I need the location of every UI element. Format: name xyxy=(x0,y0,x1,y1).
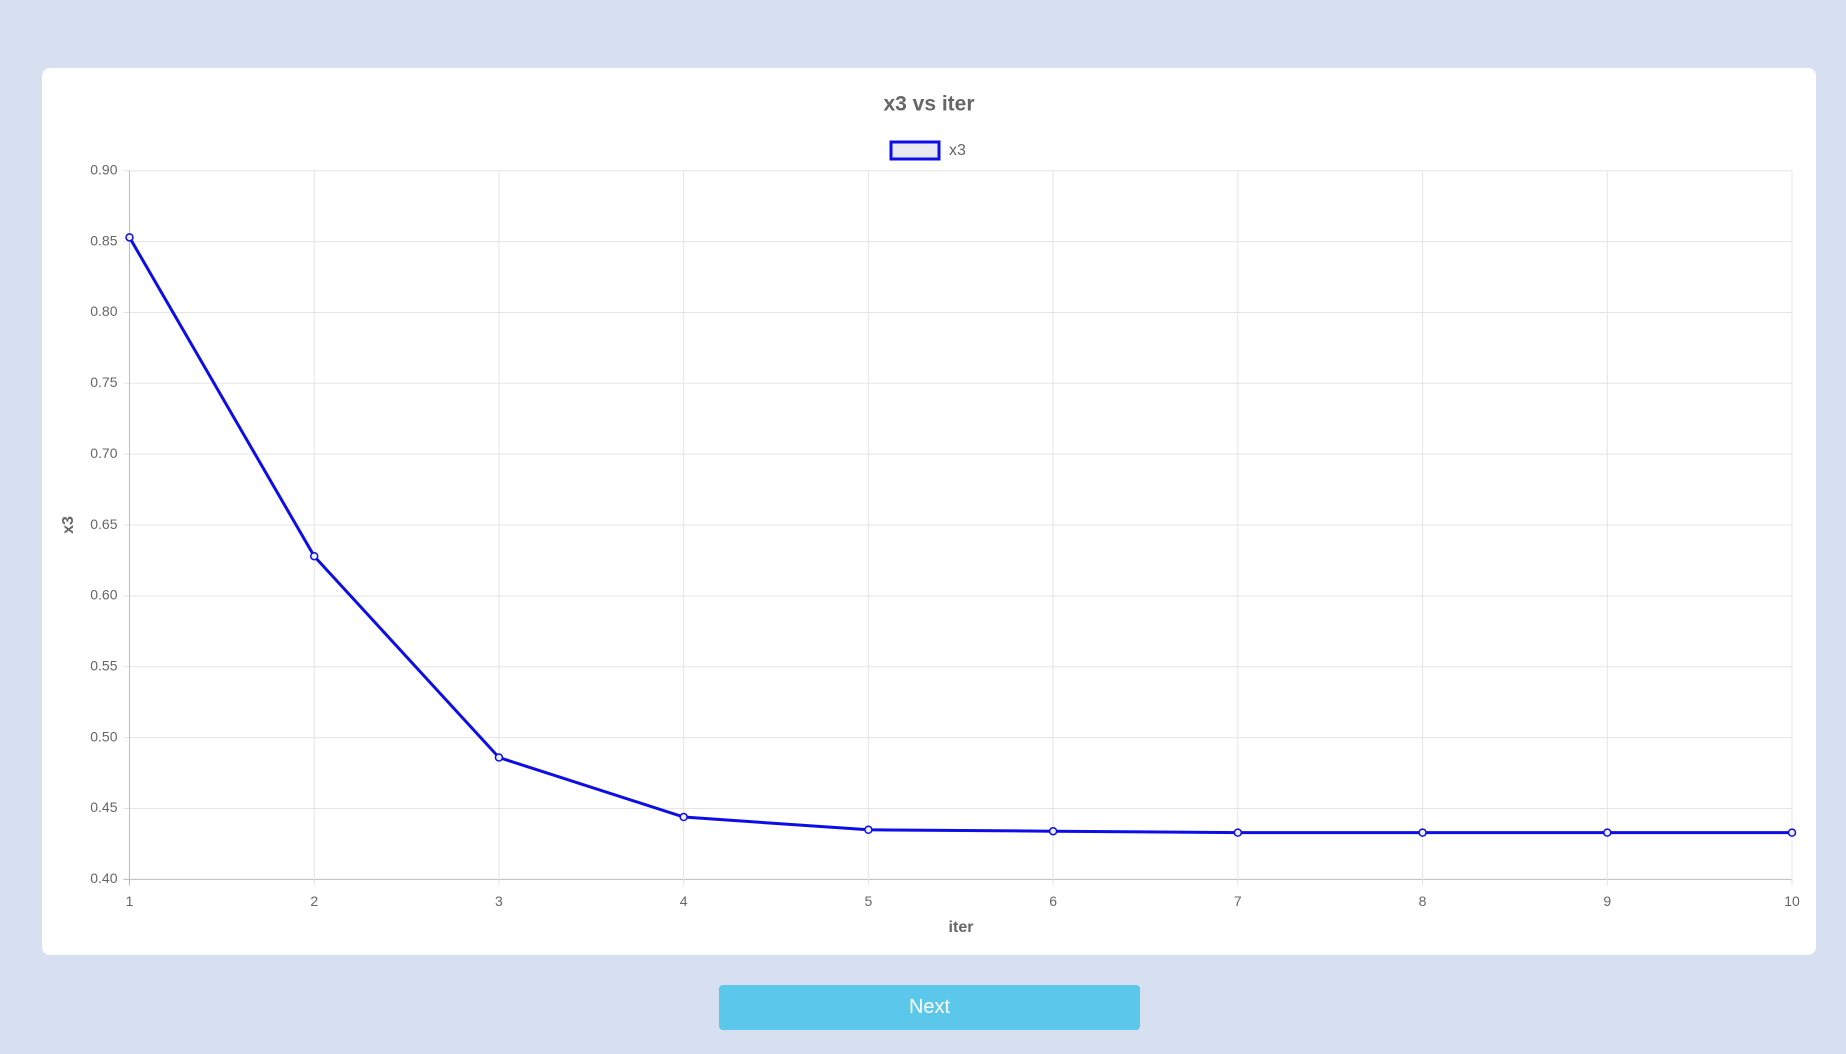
y-tick-label: 0.85 xyxy=(90,232,117,248)
y-tick-label: 0.40 xyxy=(90,870,117,886)
y-tick-label: 0.80 xyxy=(90,303,117,319)
data-line xyxy=(128,236,1792,835)
data-point xyxy=(1787,828,1797,837)
y-tick-label: 0.45 xyxy=(90,799,117,815)
y-tick-label: 0.65 xyxy=(90,516,117,532)
x-tick-label: 10 xyxy=(1784,893,1800,909)
data-point xyxy=(864,825,873,835)
x-tick-label: 6 xyxy=(1049,893,1057,909)
y-tick-label: 0.60 xyxy=(90,587,117,603)
x-tick-label: 7 xyxy=(1234,893,1242,909)
y-axis-label: x3 xyxy=(60,516,77,534)
data-point xyxy=(679,812,688,822)
x-tick-label: 8 xyxy=(1419,893,1427,909)
y-tick-label: 0.70 xyxy=(90,445,117,461)
x-tick-label: 3 xyxy=(495,893,503,909)
legend-label: x3 xyxy=(949,142,966,159)
data-point xyxy=(1603,828,1612,837)
data-point xyxy=(494,753,504,762)
x-tick-label: 1 xyxy=(126,893,134,909)
y-tick-label: 0.55 xyxy=(90,657,117,673)
x-tick-label: 9 xyxy=(1603,893,1611,909)
data-point xyxy=(309,551,319,561)
x-tick-label: 5 xyxy=(864,893,872,909)
legend-swatch xyxy=(889,140,941,161)
data-point xyxy=(125,233,134,242)
chart-card xyxy=(42,68,1816,955)
y-tick-label: 0.50 xyxy=(90,728,117,744)
next-button[interactable]: Next xyxy=(719,985,1140,1030)
x-tick-label: 4 xyxy=(680,893,688,909)
data-point xyxy=(1048,826,1058,836)
data-point xyxy=(1233,828,1243,837)
y-tick-label: 0.75 xyxy=(90,374,117,390)
data-point xyxy=(1418,828,1427,837)
x-tick-label: 2 xyxy=(310,893,318,909)
y-tick-label: 0.90 xyxy=(90,161,117,177)
chart-title: x3 vs iter xyxy=(883,93,974,116)
x-axis-label: iter xyxy=(949,919,974,936)
